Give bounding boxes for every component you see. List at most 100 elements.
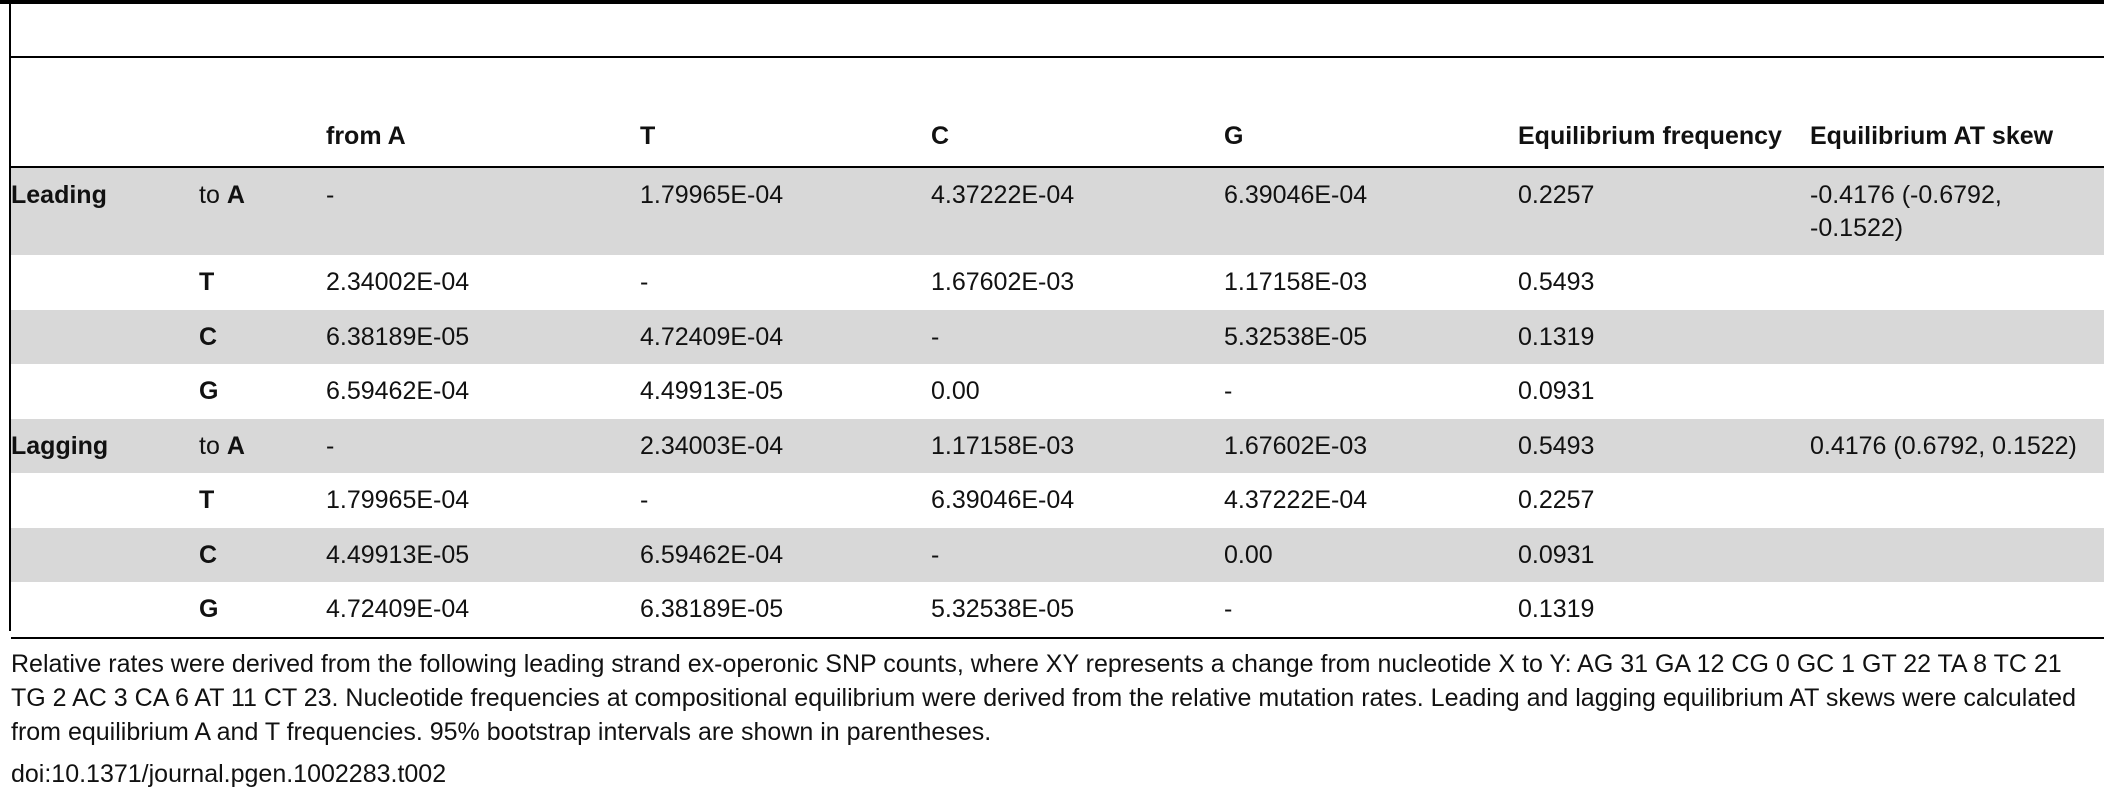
- data-cell: 4.72409E-04: [640, 309, 931, 364]
- data-cell: 2.34002E-04: [326, 268, 470, 296]
- prefix: to: [199, 431, 220, 460]
- column-header: from A: [326, 57, 640, 168]
- table-row: G 4.72409E-04 6.38189E-05 5.32538E-05 - 0.131…: [11, 582, 2104, 638]
- empty-cell: [1810, 364, 2104, 419]
- table-body: Leading to A -1.79965E-04 4.37222E-04 6.3904…: [11, 167, 2104, 638]
- strand-cell: Leading: [11, 167, 199, 255]
- table-row: Lagging to A -2.34003E-04 1.17158E-03 1.6760…: [11, 418, 2104, 473]
- table-row: T 1.79965E-04 - 6.39046E-04 4.37222E-04 0.225…: [11, 473, 2104, 528]
- data-cell: -: [1224, 595, 1233, 623]
- blank: [199, 57, 326, 168]
- data-cell: -: [326, 167, 640, 255]
- data-cell: 4.72409E-04: [326, 595, 470, 623]
- nucleotide: C: [199, 322, 218, 351]
- nucleotide: A: [226, 431, 245, 460]
- empty-cell: [1810, 255, 2104, 310]
- data-cell: 1.67602E-03: [1224, 418, 1518, 473]
- table-row: C 6.38189E-05 4.72409E-04-5.32538E-05 0.131…: [11, 309, 2104, 364]
- data-cell: 0.0931: [1518, 527, 1810, 582]
- data-cell: -: [640, 268, 649, 296]
- nucleotide-cell: T: [199, 473, 326, 528]
- strand-cell: [11, 527, 199, 582]
- data-cell: 0.4176 (0.6792, 0.1522): [1810, 418, 2104, 473]
- header-row: from A T C G Equilibrium frequency Equilibriu…: [11, 57, 2104, 168]
- strand-cell: [11, 255, 199, 310]
- data-cell: 6.38189E-05: [640, 595, 784, 623]
- data-cell: 1.79965E-04: [326, 486, 470, 514]
- data-cell: 2.34003E-04: [640, 418, 931, 473]
- data-cell: 6.59462E-04: [640, 527, 931, 582]
- data-cell: 6.38189E-05: [326, 309, 640, 364]
- nucleotide: T: [199, 268, 215, 296]
- data-cell: 4.49913E-05: [640, 377, 784, 405]
- nucleotide-cell: to A: [199, 418, 326, 473]
- table-row: C 4.49913E-05 6.59462E-04-0.00 0.0931: [11, 527, 2104, 582]
- strand-cell: [11, 309, 199, 364]
- data-cell: 0.5493: [1518, 418, 1810, 473]
- data-cell: -: [640, 486, 649, 514]
- doi: doi:10.1371/journal.pgen.1002283.t002: [11, 760, 447, 788]
- empty-cell: [1810, 473, 2104, 528]
- column-header: Equilibrium frequency: [1518, 57, 1810, 168]
- nucleotide: A: [226, 181, 245, 209]
- data-cell: -: [931, 309, 1224, 364]
- strand-cell: Lagging: [11, 418, 199, 473]
- data-cell: 0.2257: [1518, 167, 1810, 255]
- data-cell: -: [1224, 377, 1233, 405]
- data-cell: 5.32538E-05: [1224, 309, 1518, 364]
- data-cell: -0.4176 (-0.6792, -0.1522): [1810, 167, 2104, 255]
- top-rule: [0, 0, 2104, 4]
- nucleotide-cell: G: [199, 582, 326, 638]
- nucleotide: C: [199, 540, 218, 569]
- column-header: T: [640, 57, 931, 168]
- data-cell: 0.00: [1224, 527, 1518, 582]
- left-rule: [9, 0, 11, 631]
- data-cell: -: [326, 418, 640, 473]
- nucleotide: G: [199, 595, 219, 623]
- data-cell: 4.49913E-05: [326, 527, 640, 582]
- data-cell: 1.17158E-03: [1224, 268, 1368, 296]
- nucleotide: T: [199, 486, 215, 514]
- nucleotide-cell: T: [199, 255, 326, 310]
- nucleotide-cell: to A: [199, 167, 326, 255]
- empty-cell: [1810, 309, 2104, 364]
- data-cell: 0.1319: [1518, 309, 1810, 364]
- empty-cell: [1810, 527, 2104, 582]
- column-header: Equilibrium AT skew: [1810, 57, 2104, 168]
- data-cell: 4.37222E-04: [931, 167, 1224, 255]
- data-cell: 6.39046E-04: [931, 486, 1075, 514]
- data-cell: 0.5493: [1518, 268, 1595, 296]
- data-cell: 6.59462E-04: [326, 377, 470, 405]
- strand-cell: [11, 364, 199, 419]
- data-cell: 1.79965E-04: [640, 167, 931, 255]
- data-cell: 1.67602E-03: [931, 268, 1075, 296]
- data-cell: 4.37222E-04: [1224, 486, 1368, 514]
- data-cell: 0.2257: [1518, 486, 1595, 514]
- strand-cell: [11, 473, 199, 528]
- nucleotide-cell: C: [199, 309, 326, 364]
- strand-label: Leading: [11, 181, 107, 209]
- blank: [11, 57, 199, 168]
- strand-label: Lagging: [11, 431, 109, 460]
- empty-cell: [1810, 582, 2104, 638]
- data-cell: 0.0931: [1518, 377, 1595, 405]
- table-row: Leading to A -1.79965E-04 4.37222E-04 6.3904…: [11, 167, 2104, 255]
- data-cell: -: [931, 527, 1224, 582]
- data-cell: 1.17158E-03: [931, 418, 1224, 473]
- table-row: T 2.34002E-04 - 1.67602E-03 1.17158E-03 0.549…: [11, 255, 2104, 310]
- nucleotide-cell: G: [199, 364, 326, 419]
- data-cell: 6.39046E-04: [1224, 167, 1518, 255]
- column-header: C: [931, 57, 1224, 168]
- footnote: Relative rates were derived from the fol…: [11, 650, 2076, 746]
- strand-cell: [11, 582, 199, 638]
- data-cell: 0.1319: [1518, 595, 1595, 623]
- rate-table: from A T C G Equilibrium frequency Equilibriu…: [11, 56, 2104, 639]
- nucleotide-cell: C: [199, 527, 326, 582]
- nucleotide: G: [199, 377, 219, 405]
- prefix: to: [199, 181, 220, 209]
- data-cell: 5.32538E-05: [931, 595, 1075, 623]
- data-cell: 0.00: [931, 377, 980, 405]
- table-row: G 6.59462E-04 4.49913E-05 0.00 - 0.0931: [11, 364, 2104, 419]
- column-header: G: [1224, 57, 1518, 168]
